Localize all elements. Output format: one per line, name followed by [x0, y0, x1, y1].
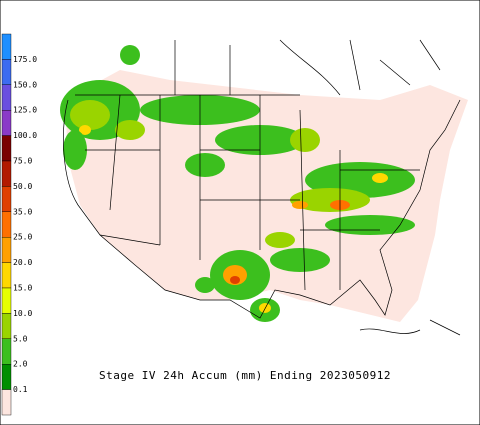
- legend-label: 75.0: [13, 157, 32, 166]
- legend-label: 175.0: [13, 55, 37, 64]
- legend-label: 50.0: [13, 182, 32, 191]
- legend-swatch: [1, 236, 12, 263]
- legend-label: 5.0: [13, 334, 28, 343]
- legend-swatch: [1, 338, 12, 365]
- legend-label: 100.0: [13, 131, 37, 140]
- legend-swatch: [1, 313, 12, 339]
- legend-label: 35.0: [13, 207, 32, 216]
- legend-swatch: [1, 211, 12, 238]
- map-title: Stage IV 24h Accum (mm) Ending 202305091…: [99, 369, 391, 382]
- legend-label: 15.0: [13, 284, 32, 293]
- legend-label: 10.0: [13, 309, 32, 318]
- legend-swatch: [1, 59, 12, 86]
- legend-label: 20.0: [13, 258, 32, 267]
- boundaries: [63, 39, 461, 336]
- data-domain: [65, 70, 468, 322]
- legend-swatch: [1, 186, 12, 212]
- legend-swatch: [1, 135, 12, 162]
- legend-label: 150.0: [13, 80, 37, 89]
- legend-label: 125.0: [13, 106, 37, 115]
- legend-swatch: [1, 262, 12, 289]
- legend: 175.0 150.0 125.0 100.0 75.0 50.0 35.0 25.0 20.0…: [1, 33, 37, 416]
- legend-swatch: [1, 287, 12, 314]
- legend-label: 25.0: [13, 233, 32, 242]
- legend-label: 2.0: [13, 360, 28, 369]
- legend-swatch: [1, 389, 12, 416]
- legend-label: 0.1: [13, 385, 28, 394]
- legend-swatch: [1, 84, 12, 111]
- legend-swatch: [1, 33, 12, 60]
- legend-swatch: [1, 109, 12, 136]
- legend-swatch: [1, 364, 12, 390]
- legend-swatch: [1, 160, 12, 187]
